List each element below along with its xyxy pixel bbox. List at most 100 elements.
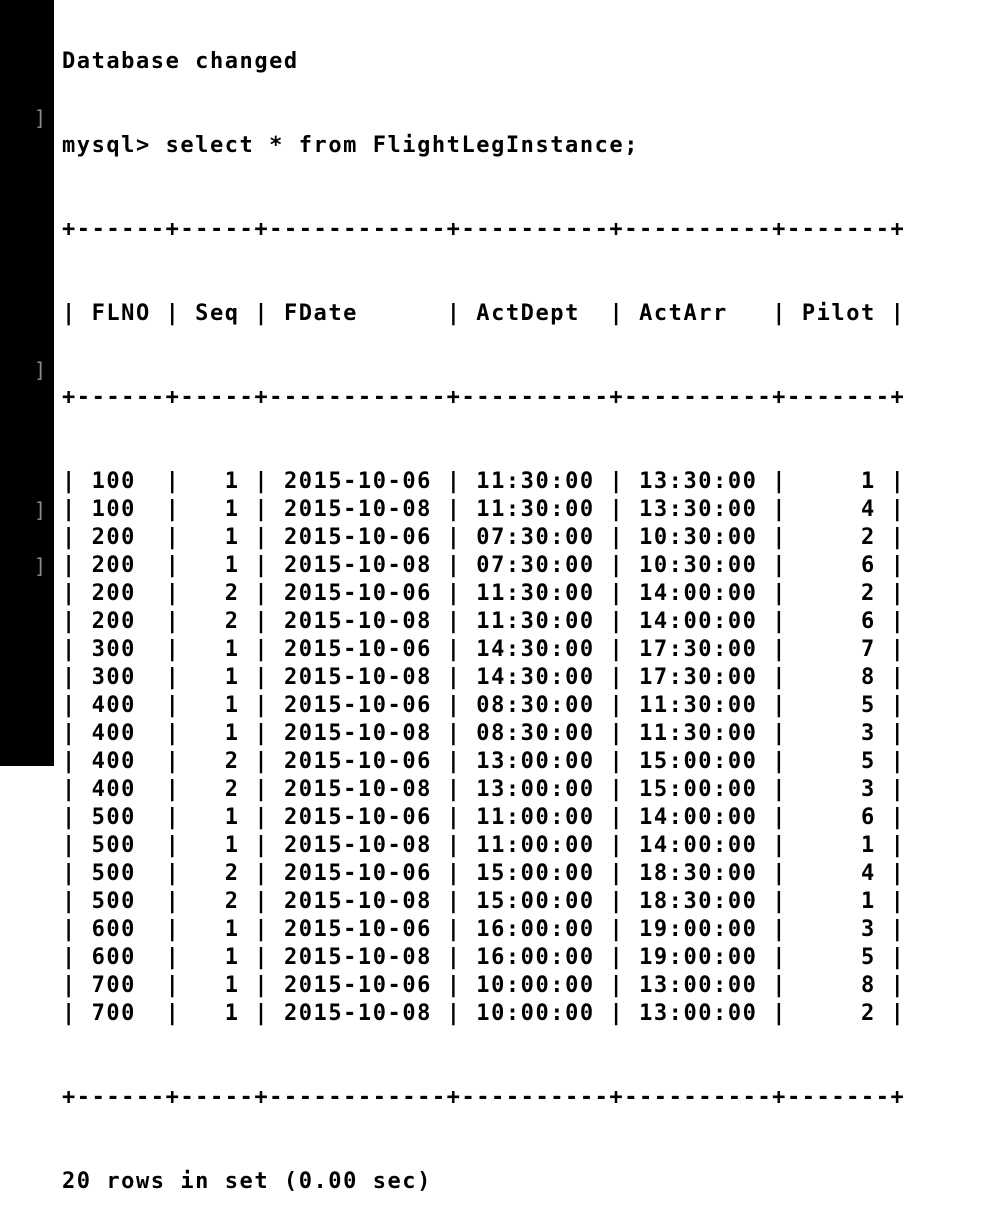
table-header-row: | FLNO | Seq | FDate | ActDept | ActArr …	[62, 301, 906, 326]
cell-flno: 200	[91, 553, 151, 578]
cell-seq: 1	[195, 973, 240, 998]
column-header-seq: Seq	[195, 301, 240, 326]
cell-actdept: 07:30:00	[476, 525, 595, 550]
cell-flno: 500	[91, 861, 151, 886]
result-footer: 20 rows in set (0.00 sec)	[62, 1168, 992, 1196]
bracket-marker-icon: ]	[34, 358, 47, 382]
cell-seq: 1	[195, 665, 240, 690]
cell-seq: 2	[195, 777, 240, 802]
cell-actarr: 13:30:00	[639, 469, 758, 494]
cell-flno: 400	[91, 693, 151, 718]
cell-seq: 2	[195, 861, 240, 886]
cell-fdate: 2015-10-08	[283, 889, 432, 914]
cell-pilot: 2	[801, 525, 876, 550]
cell-actarr: 19:00:00	[639, 945, 758, 970]
table-row: | 200 | 2 | 2015-10-06 | 11:30:00 | 14:0…	[62, 581, 906, 606]
cell-flno: 400	[91, 749, 151, 774]
cell-flno: 300	[91, 665, 151, 690]
cell-fdate: 2015-10-08	[283, 833, 432, 858]
terminal-output[interactable]: Database changed mysql> select * from Fl…	[62, 0, 992, 1224]
cell-seq: 1	[195, 497, 240, 522]
cell-flno: 600	[91, 945, 151, 970]
table-row: | 400 | 1 | 2015-10-06 | 08:30:00 | 11:3…	[62, 693, 906, 718]
cell-pilot: 4	[801, 861, 876, 886]
cell-seq: 1	[195, 469, 240, 494]
cell-seq: 1	[195, 525, 240, 550]
sql-command: select * from FlightLegInstance;	[165, 133, 640, 158]
cell-actdept: 10:00:00	[476, 1001, 595, 1026]
table-row: | 400 | 1 | 2015-10-08 | 08:30:00 | 11:3…	[62, 721, 906, 746]
column-header-actdept: ActDept	[476, 301, 595, 326]
cell-actarr: 15:00:00	[639, 777, 758, 802]
cell-fdate: 2015-10-08	[283, 1001, 432, 1026]
cell-fdate: 2015-10-06	[283, 525, 432, 550]
cell-pilot: 3	[801, 917, 876, 942]
cell-actarr: 14:00:00	[639, 581, 758, 606]
cell-actdept: 10:00:00	[476, 973, 595, 998]
cell-pilot: 2	[801, 1001, 876, 1026]
cell-actdept: 14:30:00	[476, 665, 595, 690]
cell-actarr: 17:30:00	[639, 637, 758, 662]
cell-flno: 500	[91, 805, 151, 830]
table-border-bottom: +------+-----+------------+----------+--…	[62, 1085, 906, 1110]
cell-actdept: 08:30:00	[476, 693, 595, 718]
cell-fdate: 2015-10-06	[283, 581, 432, 606]
cell-actdept: 11:00:00	[476, 805, 595, 830]
cell-actdept: 11:30:00	[476, 497, 595, 522]
cell-seq: 2	[195, 749, 240, 774]
cell-flno: 200	[91, 525, 151, 550]
cell-actarr: 14:00:00	[639, 805, 758, 830]
table-row: | 500 | 1 | 2015-10-06 | 11:00:00 | 14:0…	[62, 805, 906, 830]
db-changed-text: Database changed	[62, 49, 299, 74]
cell-pilot: 6	[801, 609, 876, 634]
cell-fdate: 2015-10-06	[283, 861, 432, 886]
cell-seq: 1	[195, 1001, 240, 1026]
cell-actdept: 11:30:00	[476, 469, 595, 494]
cell-actarr: 10:30:00	[639, 553, 758, 578]
cell-seq: 1	[195, 805, 240, 830]
cell-pilot: 5	[801, 945, 876, 970]
cell-pilot: 3	[801, 721, 876, 746]
cell-seq: 1	[195, 693, 240, 718]
cell-fdate: 2015-10-08	[283, 553, 432, 578]
cell-actdept: 14:30:00	[476, 637, 595, 662]
cell-fdate: 2015-10-08	[283, 777, 432, 802]
terminal-gutter: ] ] ] ]	[0, 0, 54, 766]
table-border-header: +------+-----+------------+----------+--…	[62, 385, 906, 410]
cell-actdept: 07:30:00	[476, 553, 595, 578]
column-header-pilot: Pilot	[801, 301, 876, 326]
cell-actdept: 11:30:00	[476, 581, 595, 606]
cell-seq: 1	[195, 833, 240, 858]
table-border-top: +------+-----+------------+----------+--…	[62, 217, 906, 242]
cell-flno: 200	[91, 581, 151, 606]
table-row: | 500 | 2 | 2015-10-08 | 15:00:00 | 18:3…	[62, 889, 906, 914]
cell-actdept: 15:00:00	[476, 861, 595, 886]
cell-pilot: 5	[801, 749, 876, 774]
table-row: | 100 | 1 | 2015-10-08 | 11:30:00 | 13:3…	[62, 497, 906, 522]
cell-actarr: 13:00:00	[639, 1001, 758, 1026]
cell-fdate: 2015-10-06	[283, 749, 432, 774]
cell-actarr: 18:30:00	[639, 861, 758, 886]
cell-flno: 400	[91, 777, 151, 802]
bracket-marker-icon: ]	[34, 498, 47, 522]
table-row: | 600 | 1 | 2015-10-06 | 16:00:00 | 19:0…	[62, 917, 906, 942]
cell-pilot: 6	[801, 805, 876, 830]
cell-flno: 700	[91, 1001, 151, 1026]
cell-seq: 1	[195, 721, 240, 746]
cell-flno: 300	[91, 637, 151, 662]
cell-flno: 200	[91, 609, 151, 634]
cell-flno: 400	[91, 721, 151, 746]
cell-actarr: 13:00:00	[639, 973, 758, 998]
cell-pilot: 6	[801, 553, 876, 578]
column-header-actarr: ActArr	[639, 301, 758, 326]
cell-actarr: 14:00:00	[639, 833, 758, 858]
table-row: | 200 | 1 | 2015-10-08 | 07:30:00 | 10:3…	[62, 553, 906, 578]
cell-seq: 1	[195, 917, 240, 942]
table-row: | 500 | 2 | 2015-10-06 | 15:00:00 | 18:3…	[62, 861, 906, 886]
cell-flno: 600	[91, 917, 151, 942]
status-line: Database changed	[62, 48, 992, 76]
cell-seq: 1	[195, 637, 240, 662]
table-row: | 300 | 1 | 2015-10-06 | 14:30:00 | 17:3…	[62, 637, 906, 662]
cell-seq: 2	[195, 889, 240, 914]
column-header-flno: FLNO	[91, 301, 151, 326]
